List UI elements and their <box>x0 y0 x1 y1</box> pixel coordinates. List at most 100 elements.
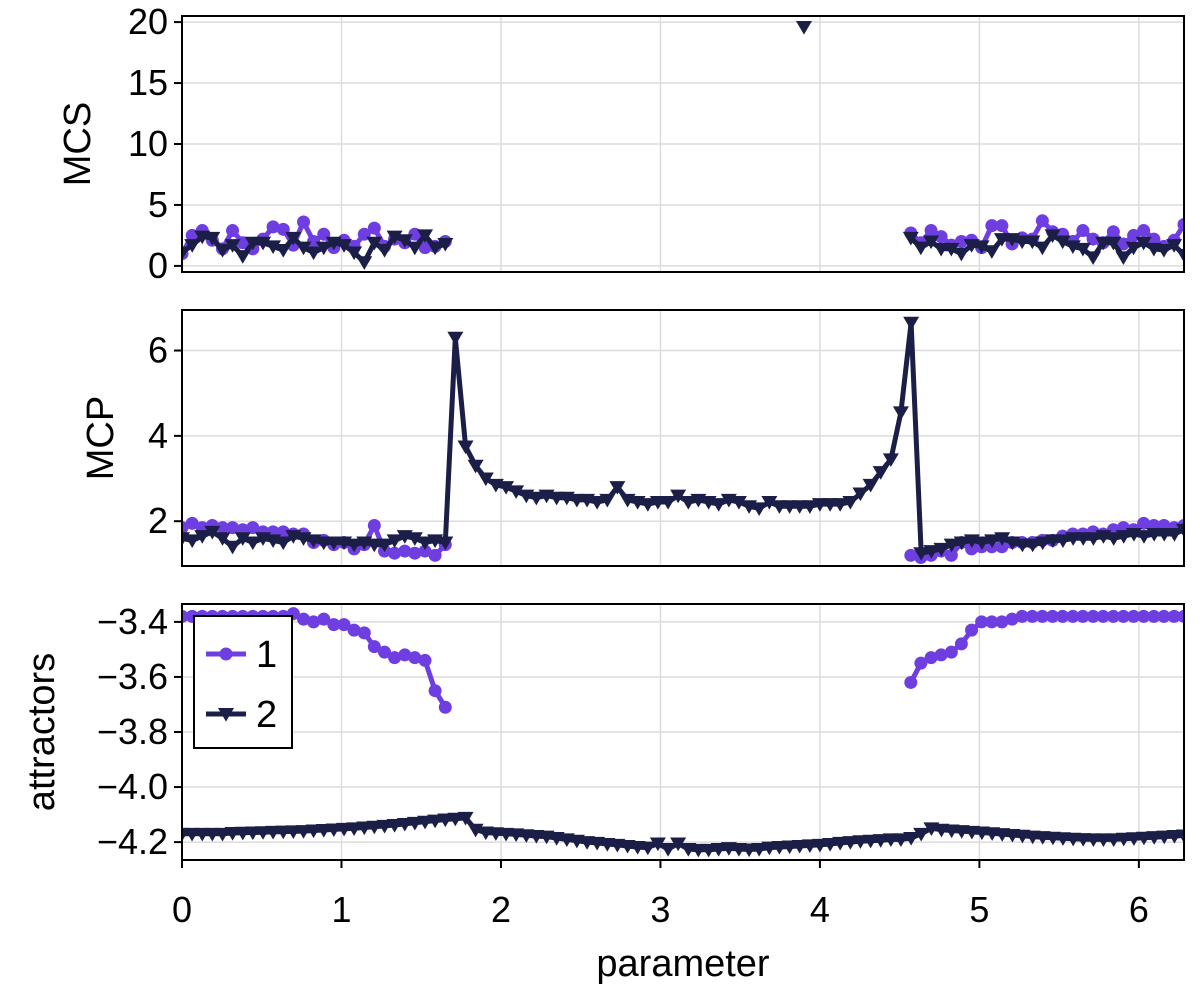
data-point <box>1135 530 1152 544</box>
data-point <box>1105 532 1122 546</box>
data-point <box>325 823 342 838</box>
data-point <box>944 548 958 562</box>
data-point <box>934 648 948 662</box>
data-point <box>408 546 422 560</box>
data-point <box>1116 609 1130 623</box>
legend-item-2: 2 <box>206 694 277 736</box>
data-point <box>1137 609 1151 623</box>
legend-label: 2 <box>256 694 277 736</box>
data-point <box>913 547 930 561</box>
data-point <box>700 843 717 858</box>
data-point <box>1034 241 1051 256</box>
data-point <box>367 518 381 532</box>
data-point <box>912 241 929 256</box>
data-point <box>781 500 798 514</box>
legend: 12 <box>193 615 293 749</box>
data-point <box>388 546 402 560</box>
data-point <box>1044 229 1061 244</box>
data-point <box>297 215 311 229</box>
data-point <box>1135 236 1152 251</box>
data-point <box>1115 832 1132 847</box>
data-point <box>388 651 402 665</box>
data-point <box>995 615 1009 629</box>
data-point <box>498 481 515 495</box>
data-point <box>398 544 412 558</box>
data-point <box>226 224 240 238</box>
data-point <box>903 831 920 846</box>
data-point <box>1065 532 1082 546</box>
data-point <box>386 819 403 833</box>
data-point <box>639 841 656 856</box>
data-point <box>1024 235 1041 250</box>
y-axis-label: attractors <box>21 653 63 811</box>
data-point <box>244 236 261 251</box>
data-point <box>1125 832 1142 846</box>
data-point <box>751 502 768 516</box>
data-point <box>315 536 332 551</box>
data-point <box>924 651 938 665</box>
data-point <box>295 241 312 256</box>
data-point <box>985 219 999 233</box>
x-tick-label: 4 <box>810 889 830 930</box>
data-point <box>216 521 230 535</box>
data-point <box>994 532 1011 546</box>
data-point <box>406 532 423 546</box>
data-point <box>185 516 199 530</box>
data-point <box>1075 532 1092 546</box>
y-tick-label: 15 <box>128 62 168 103</box>
y-tick-label: 0 <box>148 245 168 286</box>
data-point <box>791 500 808 514</box>
data-point <box>357 626 371 640</box>
series-line <box>182 320 1184 556</box>
data-point <box>852 835 869 849</box>
data-point <box>842 836 859 850</box>
data-point <box>1046 609 1060 623</box>
data-point <box>670 837 687 852</box>
data-point <box>224 540 241 555</box>
axes-frame <box>181 15 1185 273</box>
axes-frame <box>181 603 1185 861</box>
data-point <box>447 331 464 346</box>
data-point <box>1156 830 1173 845</box>
data-point <box>346 538 363 553</box>
data-point <box>1066 609 1080 623</box>
data-point <box>975 615 989 629</box>
data-point <box>1054 235 1071 250</box>
data-point <box>184 827 201 842</box>
data-point <box>822 498 839 512</box>
data-point <box>428 548 442 562</box>
data-point <box>285 231 302 246</box>
data-point <box>924 224 938 238</box>
y-tick-label: −4.0 <box>97 766 168 807</box>
data-point <box>892 406 909 420</box>
data-point <box>336 239 353 253</box>
data-point <box>1014 235 1031 250</box>
y-axis-label: MCS <box>57 102 99 186</box>
data-point <box>761 841 778 856</box>
data-point <box>680 496 697 510</box>
data-point <box>943 242 960 257</box>
data-point <box>914 656 928 670</box>
data-point <box>781 840 798 855</box>
data-point <box>184 534 201 548</box>
data-point <box>346 822 363 836</box>
data-point <box>954 637 968 651</box>
data-point <box>406 816 423 831</box>
data-point <box>811 838 828 853</box>
data-point <box>1105 833 1122 847</box>
data-point <box>1155 244 1172 258</box>
data-point <box>902 231 919 246</box>
data-point <box>1177 217 1184 231</box>
y-tick-label: −4.2 <box>97 821 168 862</box>
data-point <box>305 824 322 839</box>
data-point <box>1137 516 1151 530</box>
data-point <box>325 536 342 551</box>
data-point <box>246 521 260 535</box>
data-point <box>437 813 454 828</box>
data-point <box>467 459 484 474</box>
data-point <box>356 256 373 270</box>
data-point <box>1014 538 1031 553</box>
data-point <box>965 623 979 637</box>
data-point <box>832 498 849 512</box>
